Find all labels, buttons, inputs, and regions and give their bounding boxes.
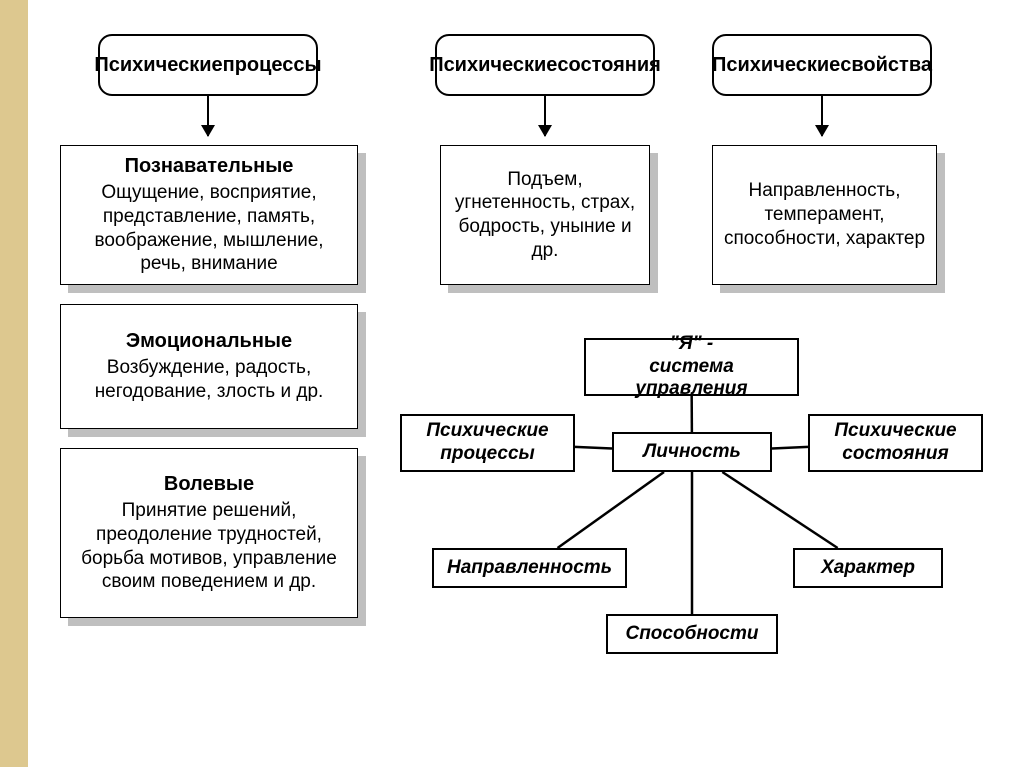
node-states: Психическиесостояния — [808, 414, 983, 472]
header-states: Психическиесостояния — [435, 34, 655, 96]
arrow-down-icon — [821, 96, 823, 136]
box-volitional: Волевые Принятие решений, преодоление тр… — [60, 448, 358, 618]
box-body: Возбуждение, радость, негодование, злост… — [71, 356, 347, 404]
box-body: Принятие решений, преодоление трудностей… — [71, 499, 347, 594]
header-properties: Психическиесвойства — [712, 34, 932, 96]
arrow-down-icon — [544, 96, 546, 136]
node-processes: Психическиепроцессы — [400, 414, 575, 472]
box-body: Ощущение, восприятие, представление, пам… — [71, 181, 347, 276]
arrow-down-icon — [207, 96, 209, 136]
node-abilities: Способности — [606, 614, 778, 654]
box-states: Подъем, угнетенность, страх, бодрость, у… — [440, 145, 650, 285]
box-title: Волевые — [164, 472, 254, 497]
node-personality: Личность — [612, 432, 772, 472]
node-orientation: Направленность — [432, 548, 627, 588]
box-body: Подъем, угнетенность, страх, бодрость, у… — [451, 168, 639, 263]
box-emotional: Эмоциональные Возбуждение, радость, него… — [60, 304, 358, 429]
sidebar-stripe — [0, 0, 28, 767]
node-character: Характер — [793, 548, 943, 588]
box-title: Эмоциональные — [126, 329, 292, 354]
box-title: Познавательные — [125, 154, 294, 179]
box-properties: Направленность, темперамент, способности… — [712, 145, 937, 285]
node-ego: "Я" -система управления — [584, 338, 799, 396]
header-processes: Психическиепроцессы — [98, 34, 318, 96]
box-body: Направленность, темперамент, способности… — [723, 179, 926, 250]
box-cognitive: Познавательные Ощущение, восприятие, пре… — [60, 145, 358, 285]
